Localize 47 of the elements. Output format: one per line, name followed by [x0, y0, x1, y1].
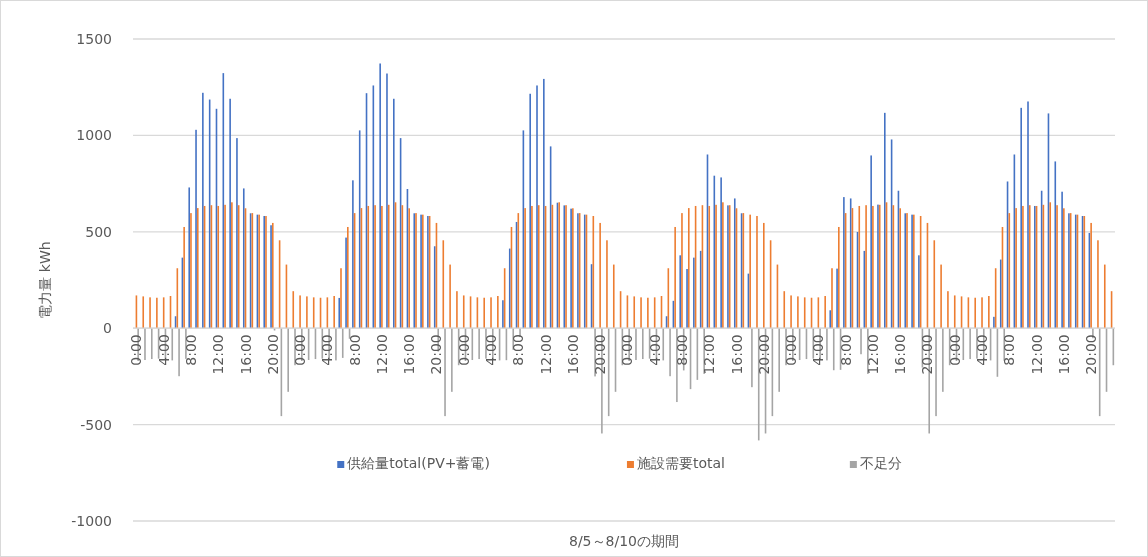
x-tick-label: 8:00	[1001, 334, 1018, 366]
x-tick-label: 0:00	[128, 334, 145, 366]
legend-label: 施設需要total	[636, 455, 725, 471]
y-tick-label: 0	[103, 320, 112, 337]
x-tick-label: 0:00	[292, 334, 309, 366]
x-tick-label: 0:00	[455, 334, 472, 366]
x-tick-label: 12:00	[864, 334, 881, 375]
x-tick-label: 0:00	[619, 334, 636, 366]
x-tick-label: 0:00	[783, 334, 800, 366]
x-tick-label: 20:00	[755, 334, 772, 375]
x-tick-label: 12:00	[1028, 334, 1045, 375]
x-tick-label: 4:00	[646, 334, 663, 366]
x-tick-label: 12:00	[701, 334, 718, 375]
x-tick-label: 16:00	[237, 334, 254, 375]
x-tick-label: 4:00	[155, 334, 172, 366]
x-tick-label: 16:00	[564, 334, 581, 375]
x-tick-label: 8:00	[510, 334, 527, 366]
x-tick-label: 16:00	[1055, 334, 1072, 375]
x-tick-label: 20:00	[919, 334, 936, 375]
x-tick-label: 4:00	[483, 334, 500, 366]
x-tick-label: 8:00	[837, 334, 854, 366]
x-tick-label: 8:00	[673, 334, 690, 366]
x-tick-label: 20:00	[264, 334, 281, 375]
x-tick-label: 4:00	[974, 334, 991, 366]
x-tick-label: 12:00	[373, 334, 390, 375]
y-axis-title: 電力量 kWh	[37, 241, 53, 319]
x-tick-label: 4:00	[810, 334, 827, 366]
x-tick-label: 4:00	[319, 334, 336, 366]
y-tick-label: 500	[85, 223, 112, 240]
x-tick-label: 8:00	[182, 334, 199, 366]
x-axis-title: 8/5～8/10の期間	[569, 533, 679, 549]
x-tick-label: 20:00	[428, 334, 445, 375]
y-tick-label: 1500	[76, 31, 112, 47]
x-tick-label: 0:00	[946, 334, 963, 366]
y-tick-label: 1000	[76, 127, 112, 144]
x-tick-label: 20:00	[592, 334, 609, 375]
x-tick-label: 20:00	[1083, 334, 1100, 375]
y-tick-label: -500	[80, 416, 112, 433]
x-tick-label: 16:00	[728, 334, 745, 375]
x-tick-label: 16:00	[892, 334, 909, 375]
y-tick-label: -1000	[71, 513, 112, 529]
x-tick-label: 12:00	[210, 334, 227, 375]
x-tick-label: 12:00	[537, 334, 554, 375]
x-tick-label: 16:00	[401, 334, 418, 375]
x-tick-label: 8:00	[346, 334, 363, 366]
legend-label: 不足分	[859, 455, 902, 471]
legend-label: 供給量total(PV+蓄電)	[347, 455, 490, 471]
